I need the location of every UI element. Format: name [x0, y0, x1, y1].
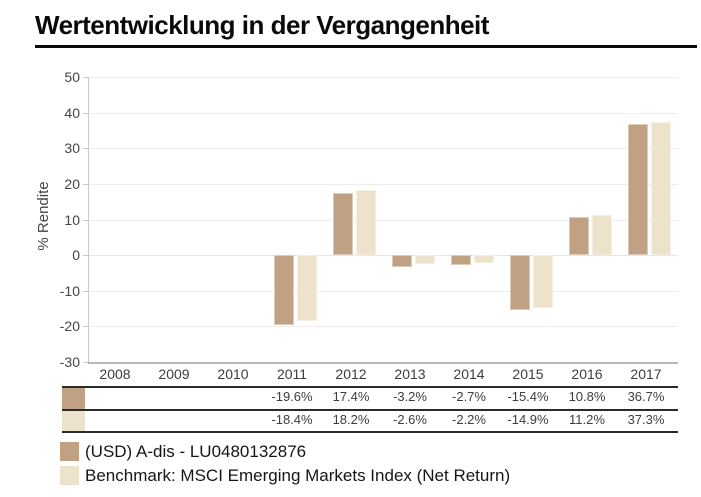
x-tick-label: 2010: [217, 366, 249, 382]
table-divider: [62, 409, 678, 411]
y-axis-tick: [83, 112, 88, 114]
y-tick-label: 40: [64, 104, 80, 121]
y-axis-tick: [83, 148, 88, 150]
legend-swatch: [60, 466, 79, 485]
gridline: [88, 255, 678, 257]
y-axis-tick: [83, 183, 88, 185]
gridline: [88, 148, 678, 150]
gridline: [88, 290, 678, 292]
table-cell: -19.6%: [271, 389, 313, 404]
gridline: [88, 219, 678, 221]
x-tick-label: 2011: [276, 366, 308, 382]
bar-fund: [450, 255, 471, 265]
y-tick-label: 50: [64, 69, 80, 85]
table-cell: -15.4%: [507, 389, 549, 404]
table-cell: 36.7%: [627, 389, 665, 404]
table-cell: -14.9%: [507, 412, 549, 427]
legend-item: (USD) A-dis - LU0480132876: [60, 441, 660, 461]
legend-swatch: [60, 442, 79, 461]
y-tick-label: -20: [59, 318, 80, 335]
bar-fund: [568, 216, 589, 256]
x-tick-label: 2017: [630, 366, 662, 382]
bar-benchmark: [532, 255, 553, 309]
bar-fund: [391, 255, 412, 267]
table-cell: 18.2%: [332, 412, 370, 427]
y-axis-line: [88, 77, 89, 362]
table-cell: 11.2%: [569, 412, 605, 427]
y-tick-label: 30: [64, 140, 80, 157]
x-tick-label: 2016: [571, 366, 603, 382]
table-cell: 17.4%: [332, 389, 370, 404]
bar-benchmark: [650, 122, 671, 256]
title-rule: [35, 45, 697, 48]
bar-benchmark: [591, 215, 612, 256]
y-axis-tick: [83, 362, 88, 363]
table-cell: 10.8%: [568, 389, 606, 404]
bar-fund: [509, 255, 530, 310]
y-axis-tick: [83, 77, 88, 78]
bar-benchmark: [414, 255, 435, 265]
table-cell: -2.7%: [452, 389, 486, 404]
x-tick-label: 2012: [335, 366, 367, 382]
bar-benchmark: [296, 255, 317, 321]
bar-fund: [273, 255, 294, 325]
table-divider: [62, 386, 678, 388]
y-axis-tick: [83, 255, 88, 257]
y-tick-label: -30: [59, 354, 80, 370]
page-title: Wertentwicklung in der Vergangenheit: [35, 10, 489, 40]
table-series-swatch: [62, 388, 85, 409]
table-series-swatch: [62, 411, 85, 431]
x-tick-label: 2014: [453, 366, 485, 382]
y-tick-label: 10: [64, 211, 80, 228]
table-cell: -2.6%: [393, 412, 427, 427]
x-tick-label: 2013: [394, 366, 426, 382]
gridline: [88, 112, 678, 114]
y-axis-tick: [83, 219, 88, 221]
table-cell: 37.3%: [627, 412, 665, 427]
table-cell: -2.2%: [452, 412, 486, 427]
gridline: [88, 77, 678, 78]
y-tick-label: -10: [59, 282, 80, 299]
bar-benchmark: [355, 190, 376, 256]
y-axis-tick: [83, 290, 88, 292]
gridline: [88, 183, 678, 185]
bar-fund: [627, 124, 648, 256]
y-tick-label: 20: [64, 175, 80, 192]
table-cell: -18.4%: [271, 412, 313, 427]
y-axis-tick: [83, 326, 88, 328]
legend-label: (USD) A-dis - LU0480132876: [85, 442, 307, 461]
table-divider: [62, 431, 678, 433]
table-cell: -3.2%: [393, 389, 427, 404]
bar-benchmark: [473, 255, 494, 263]
x-axis-line: [88, 362, 678, 364]
bar-fund: [332, 193, 353, 256]
x-tick-label: 2008: [99, 366, 131, 382]
legend-label: Benchmark: MSCI Emerging Markets Index (…: [85, 466, 511, 485]
gridline: [88, 326, 678, 328]
legend-item: Benchmark: MSCI Emerging Markets Index (…: [60, 465, 660, 485]
y-tick-label: 0: [72, 247, 80, 264]
x-tick-label: 2015: [512, 366, 544, 382]
x-tick-label: 2009: [158, 366, 190, 382]
